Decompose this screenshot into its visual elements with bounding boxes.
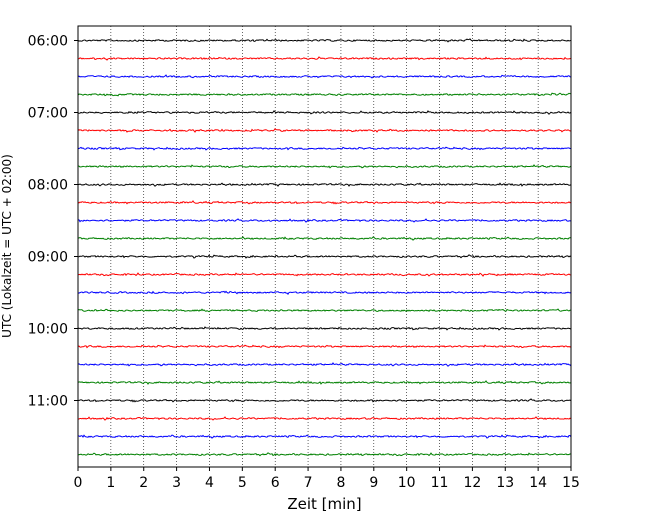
x-tick-label: 4 bbox=[205, 475, 214, 491]
x-axis: 0 1 2 3 4 5 6 7 8 9 10 11 12 13 14 15 bbox=[74, 467, 580, 491]
trace-group bbox=[77, 38, 572, 457]
y-axis: 06:00 07:00 08:00 09:00 10:00 11:00 bbox=[28, 34, 78, 410]
seismic-trace bbox=[77, 398, 572, 403]
seismic-trace bbox=[77, 218, 572, 223]
y-tick-label: 10:00 bbox=[28, 322, 68, 338]
plot-background bbox=[78, 26, 571, 467]
seismic-trace bbox=[77, 362, 572, 367]
y-tick-label: 09:00 bbox=[28, 250, 68, 266]
x-tick-label: 5 bbox=[238, 475, 247, 491]
seismic-trace bbox=[77, 308, 572, 313]
seismic-trace bbox=[77, 128, 572, 133]
x-tick-label: 3 bbox=[172, 475, 181, 491]
x-axis-label: Zeit [min] bbox=[287, 495, 361, 513]
x-tick-label: 2 bbox=[139, 475, 148, 491]
seismic-trace bbox=[77, 326, 572, 331]
seismic-trace bbox=[77, 146, 572, 151]
seismic-trace bbox=[77, 164, 572, 169]
x-tick-label: 7 bbox=[304, 475, 313, 491]
x-tick-label: 1 bbox=[106, 475, 115, 491]
x-tick-label: 11 bbox=[431, 475, 449, 491]
seismic-trace bbox=[77, 416, 572, 421]
y-tick-label: 08:00 bbox=[28, 178, 68, 194]
x-tick-label: 0 bbox=[74, 475, 83, 491]
seismic-trace bbox=[77, 254, 572, 259]
seismic-trace bbox=[77, 74, 572, 79]
seismic-trace bbox=[77, 110, 572, 115]
y-axis-label: UTC (Lokalzeit = UTC + 02:00) bbox=[0, 154, 14, 338]
seismic-trace bbox=[77, 452, 572, 457]
seismic-trace bbox=[77, 434, 572, 439]
x-tick-label: 6 bbox=[271, 475, 280, 491]
seismic-trace bbox=[77, 182, 572, 187]
x-tick-label: 15 bbox=[562, 475, 580, 491]
y-tick-label: 07:00 bbox=[28, 106, 68, 122]
seismic-trace bbox=[77, 38, 572, 43]
seismic-trace bbox=[77, 344, 572, 349]
x-tick-label: 9 bbox=[369, 475, 378, 491]
y-tick-label: 11:00 bbox=[28, 394, 68, 410]
x-tick-label: 12 bbox=[463, 475, 481, 491]
seismic-trace bbox=[77, 290, 572, 295]
x-tick-label: 13 bbox=[496, 475, 514, 491]
plot-frame bbox=[77, 25, 572, 468]
seismic-trace bbox=[77, 92, 572, 97]
seismic-trace bbox=[77, 200, 572, 205]
x-tick-label: 8 bbox=[336, 475, 345, 491]
x-tick-label: 10 bbox=[398, 475, 416, 491]
y-tick-label: 06:00 bbox=[28, 34, 68, 50]
seismic-trace bbox=[77, 56, 572, 61]
seismic-trace bbox=[77, 272, 572, 277]
x-tick-label: 14 bbox=[529, 475, 547, 491]
seismic-trace bbox=[77, 380, 572, 385]
seismic-trace bbox=[77, 236, 572, 241]
